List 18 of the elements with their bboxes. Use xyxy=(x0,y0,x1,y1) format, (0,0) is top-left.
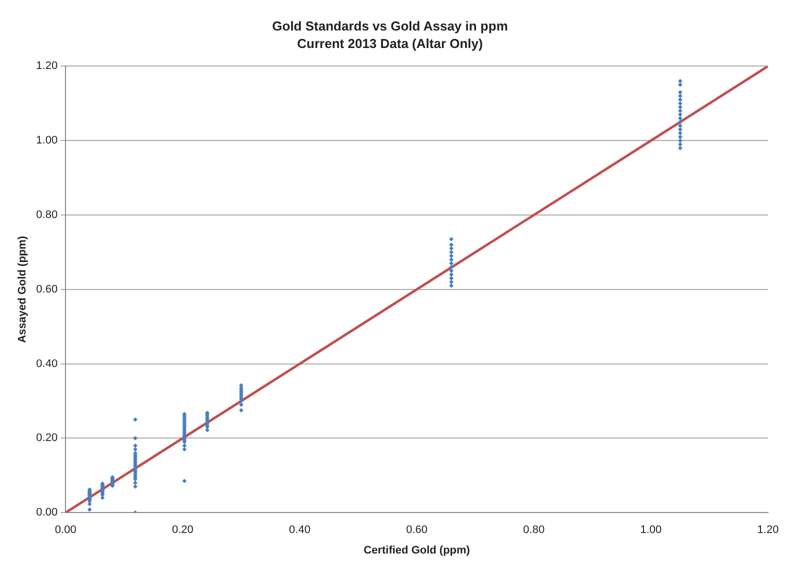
x-axis-title: Certified Gold (ppm) xyxy=(364,544,470,556)
x-tick-label: 1.00 xyxy=(640,524,662,536)
x-tick-label: 1.20 xyxy=(757,524,779,536)
x-tick-label: 0.20 xyxy=(172,524,194,536)
y-tick-label: 0.80 xyxy=(36,209,58,222)
y-tick-label: 0.20 xyxy=(36,432,58,444)
y-axis-title: Assayed Gold (ppm) xyxy=(16,236,29,343)
y-tick-label: 0.60 xyxy=(36,283,58,296)
y-tick-label: 0.00 xyxy=(36,506,58,519)
y-tick-label: 1.00 xyxy=(36,134,58,147)
y-tick-label: 0.40 xyxy=(36,358,58,370)
chart-subtitle: Current 2013 Data (Altar Only) xyxy=(297,36,483,51)
x-tick-label: 0.60 xyxy=(406,524,428,536)
x-tick-label: 0.80 xyxy=(523,524,545,536)
x-tick-label: 0.00 xyxy=(54,524,76,536)
y-tick-label: 1.20 xyxy=(36,60,58,72)
x-tick-label: 0.40 xyxy=(289,524,310,536)
chart-title: Gold Standards vs Gold Assay in ppm xyxy=(272,18,508,34)
